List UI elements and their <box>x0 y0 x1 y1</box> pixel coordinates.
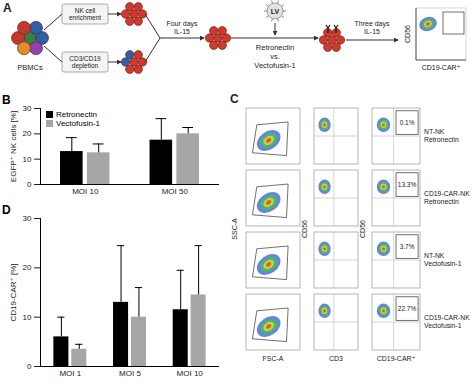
svg-text:CD3: CD3 <box>329 355 343 362</box>
svg-text:0.1%: 0.1% <box>400 119 415 126</box>
svg-text:Three days: Three days <box>354 20 390 28</box>
svg-text:enrichment: enrichment <box>69 14 101 21</box>
svg-text:Vectofusin-1: Vectofusin-1 <box>424 322 462 329</box>
svg-text:10: 10 <box>23 155 32 164</box>
svg-text:MOI 50: MOI 50 <box>162 187 189 196</box>
svg-text:3.7%: 3.7% <box>400 243 415 250</box>
html-text:Retronectin: Retronectin <box>56 110 97 119</box>
html-text:Vectofusin-1: Vectofusin-1 <box>56 119 100 128</box>
svg-text:CD56: CD56 <box>301 220 308 238</box>
svg-text:CD19-CAR⁺: CD19-CAR⁺ <box>377 355 416 362</box>
svg-text:C: C <box>230 92 239 106</box>
svg-text:CD19-CAR-NK: CD19-CAR-NK <box>424 314 470 321</box>
svg-text:IL-15: IL-15 <box>174 28 190 35</box>
svg-text:30: 30 <box>23 214 32 223</box>
svg-text:Vectofusin-1: Vectofusin-1 <box>254 61 295 70</box>
svg-text:0: 0 <box>27 362 32 371</box>
svg-text:Vectofusin-1: Vectofusin-1 <box>424 260 462 267</box>
svg-text:20: 20 <box>23 263 32 272</box>
svg-text:30: 30 <box>23 104 32 113</box>
svg-text:CD19-CAR⁺: CD19-CAR⁺ <box>422 64 461 71</box>
svg-text:CD3/CD19: CD3/CD19 <box>69 55 101 62</box>
svg-text:SSC-A: SSC-A <box>231 218 238 240</box>
svg-text:CD19-CAR-NK: CD19-CAR-NK <box>424 190 470 197</box>
svg-text:NK cell: NK cell <box>75 7 96 14</box>
svg-text:Retronectin: Retronectin <box>424 136 459 143</box>
svg-text:Four days: Four days <box>166 20 198 28</box>
svg-text:0: 0 <box>27 180 32 189</box>
svg-text:13.3%: 13.3% <box>398 181 417 188</box>
svg-text:depletion: depletion <box>72 62 99 70</box>
svg-text:MOI 1: MOI 1 <box>59 369 81 378</box>
svg-text:FSC-A: FSC-A <box>263 355 284 362</box>
svg-text:NT-NK: NT-NK <box>424 128 445 135</box>
svg-text:CD56: CD56 <box>359 220 366 238</box>
svg-text:CD19-CAR⁺ [%]: CD19-CAR⁺ [%] <box>9 263 18 321</box>
svg-text:LV: LV <box>271 8 280 15</box>
svg-text:vs.: vs. <box>270 52 280 61</box>
svg-text:CD56: CD56 <box>404 25 411 43</box>
svg-text:A: A <box>3 1 12 15</box>
svg-text:NT-NK: NT-NK <box>424 252 445 259</box>
html-text:D: D <box>2 203 11 217</box>
svg-text:IL-15: IL-15 <box>364 28 380 35</box>
svg-text:MOI 10: MOI 10 <box>72 187 99 196</box>
svg-text:10: 10 <box>23 313 32 322</box>
svg-text:20: 20 <box>23 129 32 138</box>
svg-text:Retronectin: Retronectin <box>256 43 294 52</box>
svg-text:Retronectin: Retronectin <box>424 198 459 205</box>
svg-text:MOI 5: MOI 5 <box>119 369 141 378</box>
html-text:B: B <box>2 93 11 107</box>
svg-text:22.7%: 22.7% <box>398 305 417 312</box>
svg-text:MOI 10: MOI 10 <box>177 369 204 378</box>
svg-text:PBMCs: PBMCs <box>17 63 43 72</box>
svg-text:EGFP⁺ NK cells [%]: EGFP⁺ NK cells [%] <box>9 111 18 182</box>
